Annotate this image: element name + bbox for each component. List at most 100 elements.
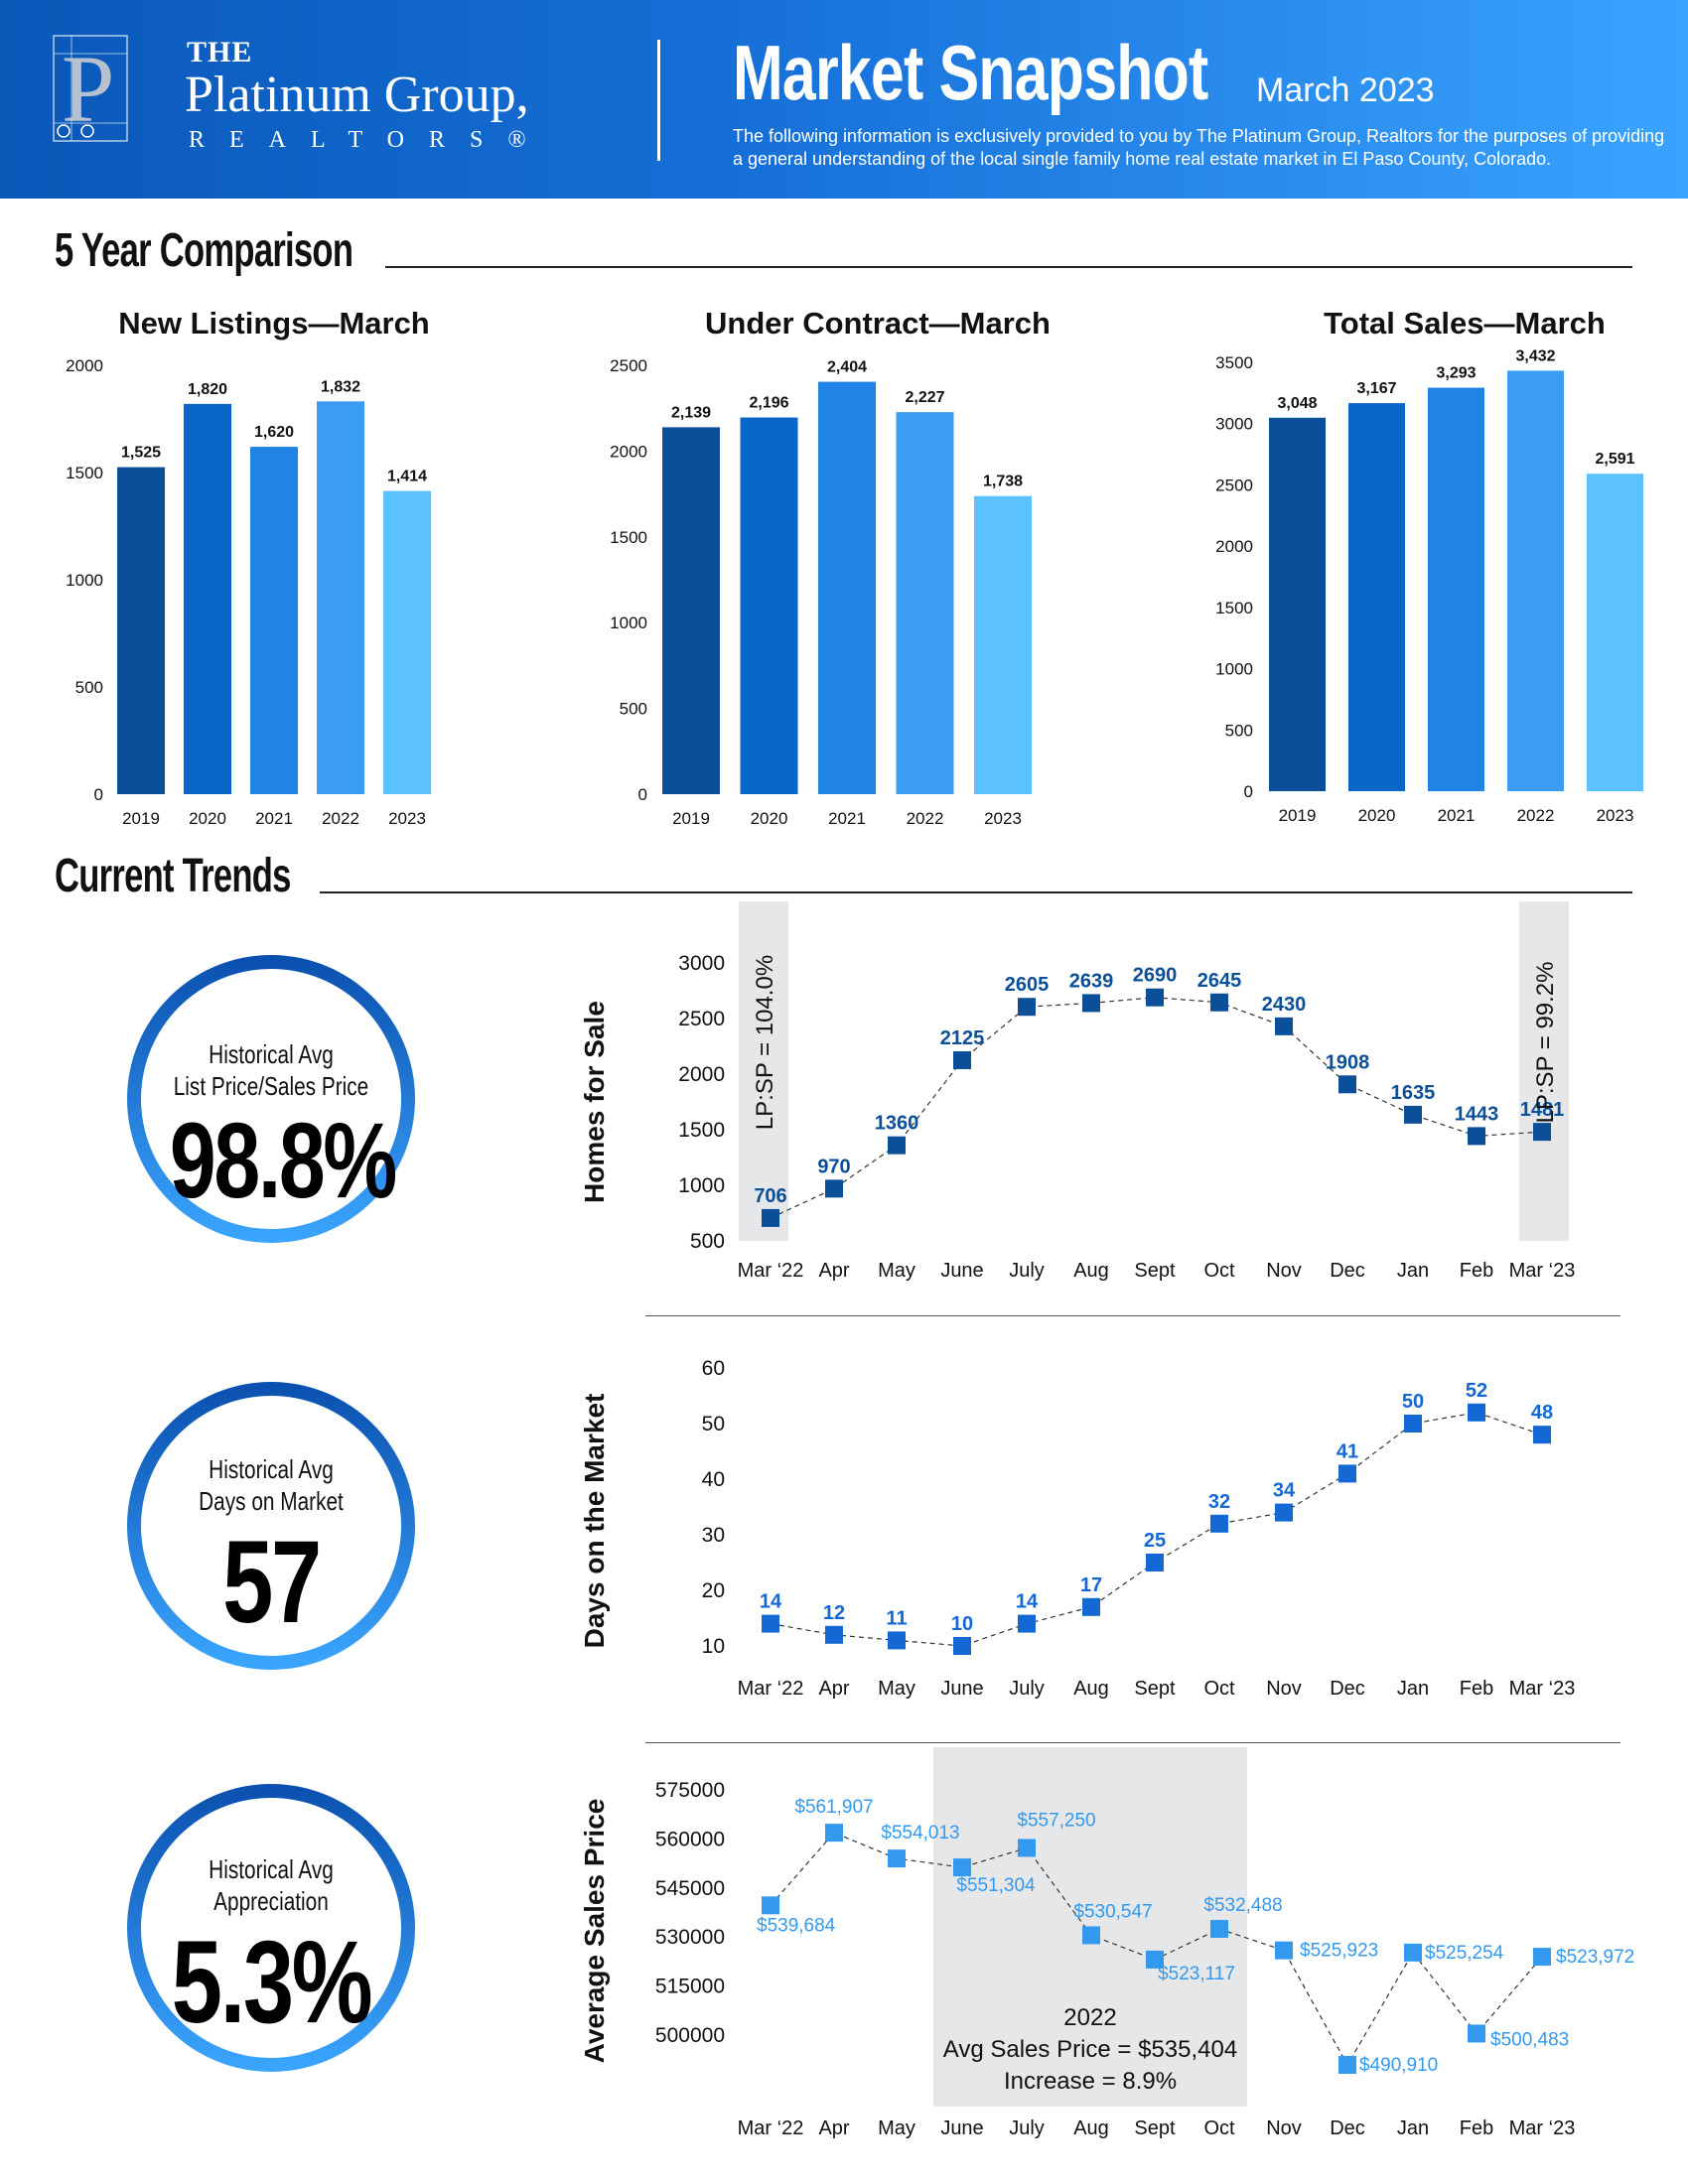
y-tick-label: 500000 <box>655 2024 725 2047</box>
bar <box>1428 387 1484 791</box>
bar <box>317 401 364 794</box>
data-value-label: 2605 <box>1005 974 1050 996</box>
y-axis-title: Average Sales Price <box>579 1799 610 2064</box>
chart-title-total-sales: Total Sales—March <box>1324 306 1606 341</box>
annotation-text: Avg Sales Price = $535,404 <box>943 2036 1237 2063</box>
data-point <box>1404 1415 1422 1433</box>
data-value-label: 12 <box>823 1602 845 1624</box>
data-point <box>953 1858 971 1877</box>
data-value-label: 1908 <box>1326 1051 1370 1073</box>
x-tick-label: Aug <box>1073 2117 1109 2139</box>
data-point <box>1146 988 1164 1007</box>
data-point <box>825 1824 843 1843</box>
data-point <box>825 1625 843 1644</box>
x-tick-label: Nov <box>1266 1260 1302 1282</box>
x-tick-label: Dec <box>1330 2117 1365 2139</box>
data-point <box>1404 1943 1422 1962</box>
x-tick-label: Jan <box>1397 2117 1429 2139</box>
x-tick-label: Mar ‘23 <box>1509 1260 1576 1282</box>
data-point <box>1275 1941 1293 1960</box>
x-tick-label: 2019 <box>672 809 710 828</box>
data-point <box>888 1631 906 1650</box>
data-value-label: 17 <box>1080 1574 1102 1596</box>
data-point <box>1338 1075 1356 1094</box>
bar <box>1507 370 1564 791</box>
data-value-label: $532,488 <box>1203 1895 1282 1916</box>
bar-value-label: 2,139 <box>671 404 711 421</box>
data-point <box>1210 1514 1228 1533</box>
x-tick-label: Sept <box>1134 2117 1176 2139</box>
data-value-label: 2690 <box>1133 965 1178 987</box>
bar <box>383 490 431 794</box>
data-value-label: 50 <box>1402 1391 1424 1413</box>
stat-circle-appreciation: Historical Avg Appreciation 5.3% <box>127 1784 415 2072</box>
y-tick-label: 1000 <box>1215 660 1253 679</box>
stat-label: Historical Avg <box>209 1039 334 1069</box>
y-tick-label: 0 <box>638 785 647 804</box>
x-tick-label: Apr <box>818 2117 849 2139</box>
series-line <box>770 997 1543 1219</box>
y-tick-label: 560000 <box>655 1828 725 1850</box>
data-point <box>1275 1503 1293 1522</box>
bar-value-label: 1,738 <box>983 474 1023 490</box>
data-point <box>888 1136 906 1155</box>
header-banner: P THE Platinum Group, REALTORS® Market S… <box>0 0 1688 199</box>
data-value-label: 41 <box>1336 1440 1358 1462</box>
y-tick-label: 3500 <box>1215 353 1253 372</box>
bar-value-label: 3,167 <box>1356 380 1396 397</box>
data-point <box>1146 1554 1164 1571</box>
panel-divider <box>645 1742 1620 1743</box>
svg-text:P: P <box>62 36 114 142</box>
data-value-label: 1443 <box>1455 1103 1499 1125</box>
data-point <box>1468 1127 1485 1146</box>
data-value-label: $500,483 <box>1490 2029 1569 2050</box>
data-point <box>1338 1464 1356 1483</box>
y-tick-label: 2000 <box>610 442 647 461</box>
company-logo: P <box>52 34 129 143</box>
bar <box>1587 474 1643 791</box>
annotation-band <box>739 901 788 1241</box>
x-tick-label: 2022 <box>322 809 359 828</box>
y-tick-label: 1500 <box>610 528 647 547</box>
stat-value: 98.8% <box>169 1100 398 1220</box>
x-tick-label: Dec <box>1330 1678 1365 1700</box>
chart-title-under-contract: Under Contract—March <box>705 306 1051 341</box>
report-date: March 2023 <box>1256 71 1435 109</box>
y-tick-label: 1000 <box>678 1174 725 1197</box>
data-point <box>1082 1926 1100 1945</box>
data-value-label: 48 <box>1531 1402 1553 1424</box>
bar-value-label: 2,227 <box>905 389 944 406</box>
data-value-label: 2645 <box>1197 970 1242 992</box>
x-tick-label: Jan <box>1397 1678 1429 1700</box>
data-point <box>1018 1839 1036 1857</box>
stat-label: List Price/Sales Price <box>173 1071 369 1101</box>
y-tick-label: 500 <box>620 700 647 719</box>
x-tick-label: 2020 <box>751 809 788 828</box>
x-tick-label: 2021 <box>255 809 293 828</box>
y-tick-label: 2500 <box>678 1008 725 1030</box>
data-point <box>1082 1597 1100 1616</box>
data-value-label: 52 <box>1466 1380 1487 1402</box>
x-tick-label: Nov <box>1266 2117 1302 2139</box>
section-rule <box>320 891 1632 893</box>
x-tick-label: Nov <box>1266 1678 1302 1700</box>
y-tick-label: 1500 <box>66 464 103 482</box>
x-tick-label: Jan <box>1397 1260 1429 1282</box>
stat-label: Days on Market <box>199 1486 344 1516</box>
y-tick-label: 1000 <box>66 571 103 590</box>
data-value-label: $523,972 <box>1556 1947 1634 1968</box>
data-point <box>762 1896 779 1915</box>
x-tick-label: 2023 <box>1597 806 1634 825</box>
data-value-label: 14 <box>1016 1591 1039 1613</box>
x-tick-label: Apr <box>818 1678 849 1700</box>
y-tick-label: 2000 <box>66 356 103 375</box>
bar <box>974 495 1032 794</box>
data-value-label: 32 <box>1208 1491 1230 1513</box>
section-rule <box>385 266 1632 268</box>
brand-realtors: REALTORS® <box>189 127 551 153</box>
data-point <box>1533 1948 1551 1967</box>
logo-mark-icon: P <box>53 35 128 142</box>
data-point <box>1468 2024 1485 2043</box>
bar <box>740 417 798 794</box>
data-point <box>762 1614 779 1633</box>
